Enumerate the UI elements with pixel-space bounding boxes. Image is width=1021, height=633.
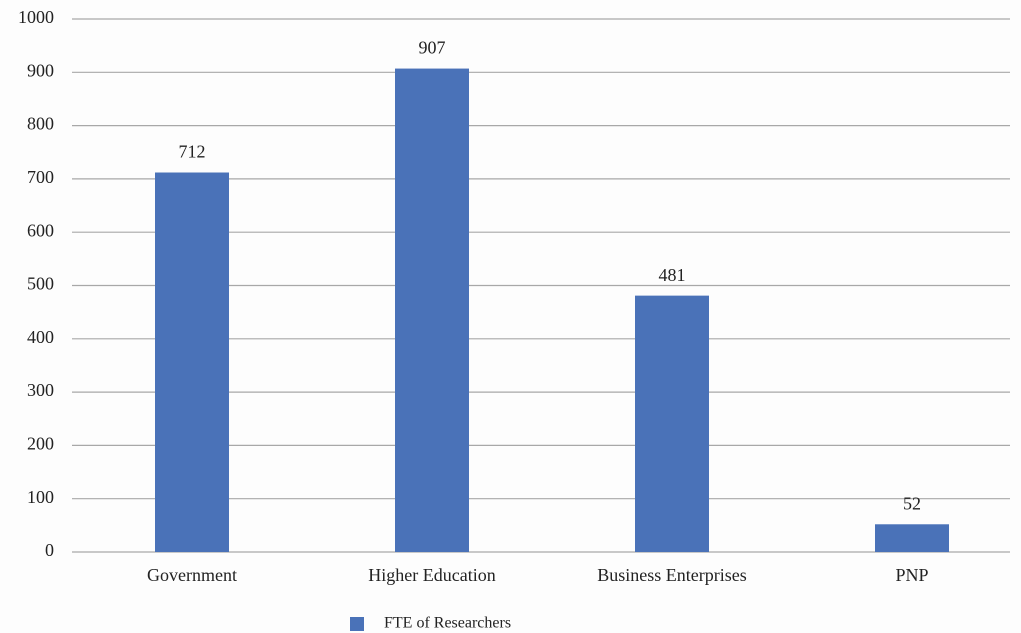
y-tick-label: 0	[45, 540, 54, 560]
data-label: 52	[903, 493, 921, 513]
y-tick-label: 300	[27, 380, 54, 400]
x-tick-label: PNP	[895, 565, 928, 585]
x-tick-label: Government	[147, 565, 237, 585]
legend-label: FTE of Researchers	[384, 615, 511, 632]
y-tick-label: 1000	[18, 7, 54, 27]
data-label: 712	[179, 142, 206, 162]
y-tick-label: 600	[27, 220, 54, 240]
y-tick-label: 800	[27, 114, 54, 134]
x-tick-label: Higher Education	[368, 565, 495, 585]
y-tick-label: 900	[27, 60, 54, 80]
y-tick-label: 500	[27, 274, 54, 294]
y-tick-label: 200	[27, 434, 54, 454]
y-tick-label: 700	[27, 167, 54, 187]
data-label: 481	[659, 265, 686, 285]
legend-swatch	[350, 617, 364, 631]
bar	[155, 172, 229, 552]
bar	[635, 295, 709, 552]
y-tick-label: 400	[27, 327, 54, 347]
bar	[875, 524, 949, 552]
y-tick-label: 100	[27, 487, 54, 507]
x-tick-label: Business Enterprises	[597, 565, 746, 585]
bar	[395, 68, 469, 552]
data-label: 907	[419, 38, 446, 58]
